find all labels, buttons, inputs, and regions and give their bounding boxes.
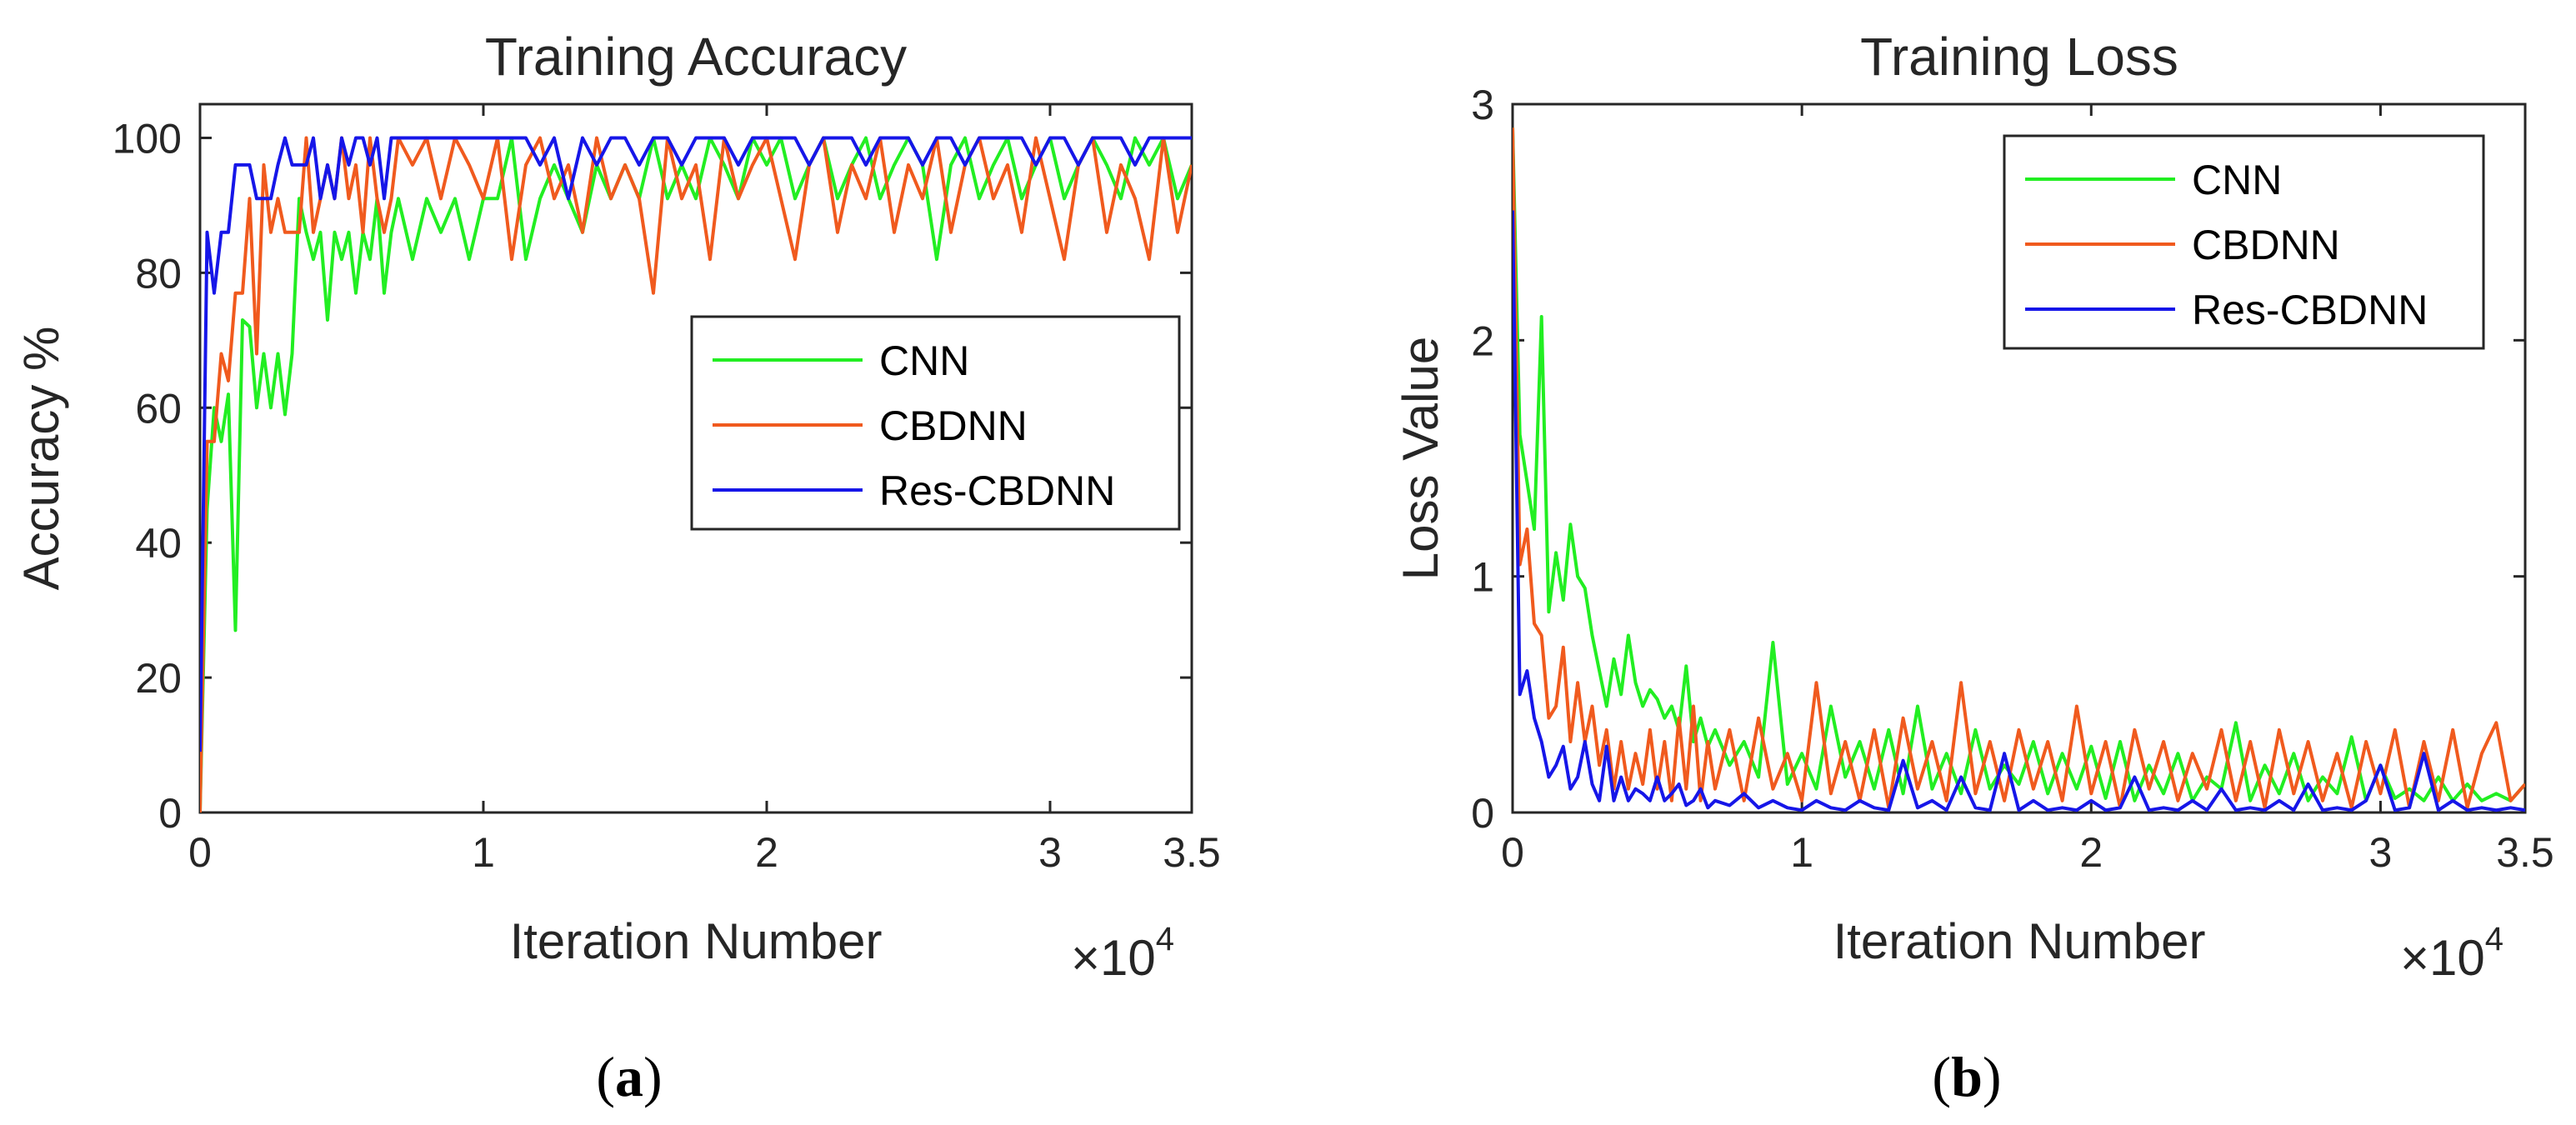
series-line-res-cbdnn <box>200 136 1192 752</box>
y-tick-label: 80 <box>135 250 182 297</box>
x-tick-label: 3.5 <box>2496 829 2554 876</box>
x-axis-label: Iteration Number <box>510 913 883 969</box>
legend-label-res-cbdnn: Res-CBDNN <box>2192 287 2428 333</box>
legend-label-cbdnn: CBDNN <box>2192 222 2340 268</box>
legend: CNN CBDNN Res-CBDNN <box>2003 134 2485 350</box>
y-tick-label: 3 <box>1471 82 1494 128</box>
y-tick-label: 1 <box>1471 554 1494 601</box>
x-multiplier: ×104 <box>2400 921 2503 986</box>
x-tick-label: 0 <box>1501 829 1524 876</box>
x-tick-label: 2 <box>2079 829 2103 876</box>
x-tick-label: 3 <box>2369 829 2393 876</box>
legend: CNN CBDNN Res-CBDNN <box>690 315 1181 531</box>
y-tick-label: 60 <box>135 385 182 432</box>
x-tick-label: 3 <box>1038 829 1062 876</box>
series-line-cnn <box>1513 128 2525 802</box>
panel-training-loss: Training Loss 0 1 2 3 3.5 0 1 2 3 Iteration Numb… <box>1393 27 2554 1108</box>
y-tick-label: 0 <box>1471 790 1494 837</box>
y-tick-label: 20 <box>135 655 182 702</box>
y-axis-label: Accuracy % <box>13 327 69 591</box>
chart-title: Training Accuracy <box>485 27 907 87</box>
legend-box <box>2003 134 2485 350</box>
y-tick-label: 2 <box>1471 318 1494 364</box>
y-axis-label: Loss Value <box>1393 337 1448 580</box>
series-group <box>200 136 1192 812</box>
tick-group: 0 1 2 3 3.5 0 20 40 60 80 100 <box>113 104 1221 876</box>
x-tick-label: 2 <box>755 829 778 876</box>
x-tick-label: 0 <box>188 829 212 876</box>
legend-label-cbdnn: CBDNN <box>879 402 1028 449</box>
panel-training-accuracy: Training Accuracy 0 1 2 3 3.5 0 20 40 60 80 100 It… <box>13 27 1221 1108</box>
chart-title: Training Loss <box>1860 27 2178 87</box>
series-group <box>1513 128 2525 812</box>
tick-group: 0 1 2 3 3.5 0 1 2 3 <box>1471 82 2554 876</box>
y-tick-label: 0 <box>158 790 182 837</box>
y-tick-label: 100 <box>113 115 182 162</box>
legend-label-res-cbdnn: Res-CBDNN <box>879 468 1115 514</box>
subfigure-caption: (a) <box>596 1045 662 1108</box>
x-tick-label: 1 <box>1790 829 1813 876</box>
y-tick-label: 40 <box>135 520 182 567</box>
legend-label-cnn: CNN <box>879 338 969 384</box>
x-tick-label: 3.5 <box>1163 829 1221 876</box>
legend-label-cnn: CNN <box>2192 157 2282 203</box>
x-axis-label: Iteration Number <box>1833 913 2206 969</box>
series-line-res-cbdnn <box>1513 210 2525 812</box>
legend-box <box>690 315 1181 531</box>
x-multiplier: ×104 <box>1071 921 1174 986</box>
series-line-cbdnn <box>200 136 1192 812</box>
subfigure-caption: (b) <box>1932 1045 2001 1108</box>
x-tick-label: 1 <box>472 829 495 876</box>
